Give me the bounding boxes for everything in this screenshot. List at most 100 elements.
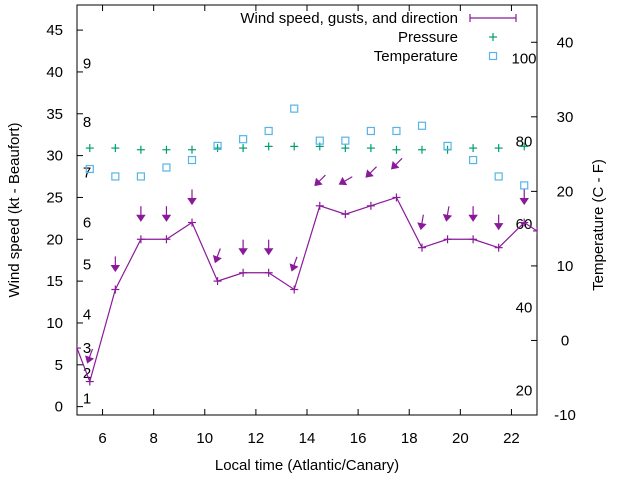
wind-speed-point	[443, 235, 452, 244]
y-left-tick-label: 10	[46, 315, 63, 332]
gust-arrow	[136, 206, 146, 222]
gust-arrow	[110, 256, 121, 273]
gust-arrow	[263, 239, 274, 256]
wind-speed-point	[418, 243, 426, 252]
x-tick-label: 8	[149, 430, 157, 447]
x-axis-label: Local time (Atlantic/Canary)	[215, 457, 399, 474]
wind-speed-line	[77, 196, 537, 384]
temperature-point	[187, 155, 197, 165]
y-left-tick-label: 30	[46, 148, 63, 165]
legend-entry-temperature: Temperature	[374, 48, 458, 65]
x-tick-label: 22	[503, 430, 520, 447]
beaufort-label: 1	[83, 390, 91, 407]
wind-speed-point	[494, 243, 503, 252]
series-layer	[77, 104, 537, 386]
y-left-tick-label: 25	[46, 189, 63, 206]
gust-arrow	[390, 157, 403, 170]
y-left-tick-label: 45	[46, 22, 63, 39]
pressure-point	[341, 144, 350, 153]
x-tick-label: 12	[248, 430, 265, 447]
temperature-point	[315, 136, 324, 145]
legend: Wind speed, gusts, and direction Pressur…	[240, 10, 517, 65]
wind-speed-point	[520, 218, 529, 227]
wind-speed-point	[162, 235, 171, 244]
wind-speed-point	[85, 377, 94, 386]
wind-speed-point	[366, 201, 375, 210]
legend-swatch-pressure	[489, 33, 497, 41]
pressure-point	[520, 142, 529, 151]
x-tick-label: 20	[452, 430, 469, 447]
pressure-point	[418, 145, 426, 154]
gust-arrow	[493, 214, 504, 231]
wind-speed-point	[264, 268, 273, 277]
beaufort-label: 6	[83, 215, 91, 232]
x-tick-label: 6	[98, 430, 106, 447]
fahrenheit-label: 100	[511, 51, 536, 68]
pressure-point	[392, 145, 401, 154]
wind-speed-point	[111, 285, 120, 294]
pressure-point	[85, 144, 94, 153]
gust-arrow	[85, 348, 95, 364]
temperature-point	[111, 172, 120, 181]
pressure-point	[213, 144, 222, 153]
y-right-tick-label: -10	[554, 407, 576, 424]
y-right-tick-label: 20	[557, 183, 574, 200]
temperature-point	[443, 141, 452, 150]
gust-arrow	[338, 176, 353, 186]
pressure-point	[188, 145, 196, 154]
temperature-point	[520, 181, 529, 190]
pressure-point	[239, 144, 248, 153]
pressure-point	[136, 145, 145, 154]
wind-speed-point	[136, 235, 145, 244]
y-axis-left: 0 5 10 15 20 25 30 35 40 45	[46, 22, 83, 416]
gust-arrow	[519, 189, 529, 206]
wind-speed-point	[213, 277, 222, 286]
y-left-tick-label: 15	[46, 273, 63, 290]
wind-speed-point	[239, 268, 248, 277]
gust-arrow	[468, 206, 478, 222]
temperature-point	[136, 172, 145, 181]
gust-arrow	[365, 166, 377, 178]
x-tick-label: 14	[299, 430, 316, 447]
legend-swatch-temperature	[488, 51, 498, 61]
wind-speed-point	[392, 193, 401, 202]
y-left-tick-label: 5	[55, 357, 63, 374]
y-right-tick-label: 0	[561, 332, 569, 349]
pressure-point	[162, 145, 171, 154]
temperature-point	[213, 141, 222, 150]
temperature-point	[469, 155, 478, 165]
pressure-point	[111, 144, 120, 153]
gust-arrow	[314, 174, 326, 187]
y-right-tick-label: 40	[557, 34, 574, 51]
wind-speed-point	[315, 201, 324, 210]
wind-speed-point	[290, 285, 299, 294]
temperature-point	[264, 126, 273, 136]
gust-arrow	[238, 239, 248, 256]
y-right-tick-label: 30	[557, 109, 574, 126]
y-axis-left-label: Wind speed (kt - Beaufort)	[6, 122, 23, 297]
temperature-point	[162, 163, 171, 172]
x-tick-label: 10	[196, 430, 213, 447]
y-left-tick-label: 20	[46, 231, 63, 248]
wind-speed-point	[77, 344, 81, 353]
pressure-point	[366, 144, 375, 153]
x-tick-label: 16	[350, 430, 367, 447]
x-tick-label: 18	[401, 430, 418, 447]
fahrenheit-label: 40	[516, 300, 533, 317]
gust-arrow	[442, 206, 453, 222]
legend-swatch-wind	[469, 14, 517, 22]
wind-speed-point	[469, 235, 478, 244]
beaufort-label: 8	[83, 114, 91, 131]
temperature-point	[366, 126, 375, 136]
y-left-tick-label: 0	[55, 399, 63, 416]
beaufort-label: 9	[83, 56, 91, 73]
temperature-point	[85, 164, 94, 174]
legend-entry-wind: Wind speed, gusts, and direction	[240, 10, 458, 27]
x-axis: 6 8 10 12 14 16 18 20 22	[98, 5, 520, 447]
gust-arrow	[161, 206, 172, 222]
pressure-point	[264, 142, 273, 151]
gust-arrow	[212, 248, 222, 264]
wind-speed-point	[533, 226, 537, 235]
gust-arrow	[417, 214, 427, 231]
